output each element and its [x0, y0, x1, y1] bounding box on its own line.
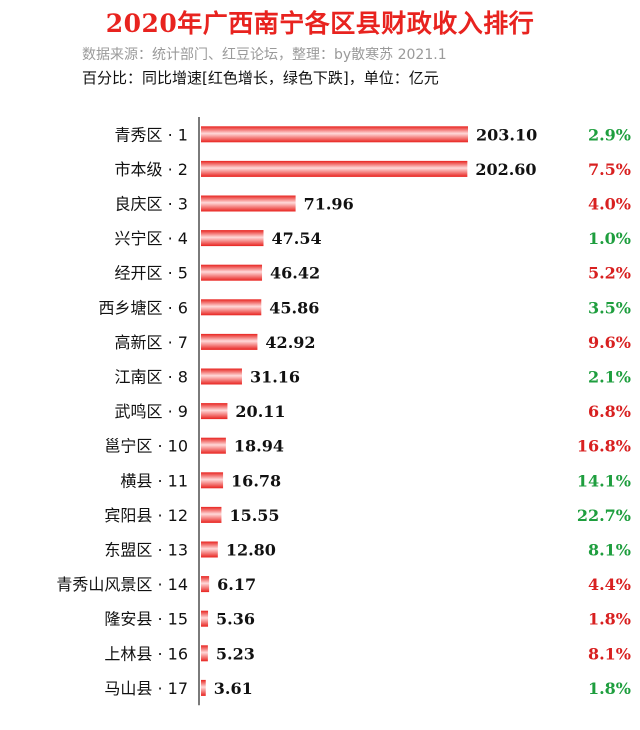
category-label: 东盟区 · 13 [104, 541, 188, 560]
bar [201, 403, 228, 420]
bar [201, 126, 468, 143]
bar [201, 437, 226, 454]
growth-label: 1.8% [588, 679, 631, 698]
bar [201, 299, 262, 316]
growth-label: 6.8% [588, 402, 631, 421]
growth-label: 16.8% [577, 437, 631, 456]
value-label: 5.36 [216, 610, 255, 629]
growth-label: 4.0% [588, 195, 631, 214]
category-label: 宾阳县 · 12 [104, 506, 188, 525]
bars-layer: 青秀区 · 1 203.10 2.9% 市本级 · 2 202.60 7.5% 良庆区 · … [56, 125, 631, 698]
category-label: 良庆区 · 3 [115, 195, 188, 214]
category-label: 青秀山风景区 · 14 [56, 575, 188, 594]
data-source-note: 数据来源：统计部门、红豆论坛，整理：by散寒苏 2021.1 [82, 47, 447, 63]
value-label: 6.17 [217, 575, 256, 594]
value-label: 47.54 [271, 229, 321, 248]
growth-label: 1.8% [588, 610, 631, 629]
growth-label: 14.1% [577, 471, 631, 490]
growth-label: 4.4% [588, 575, 631, 594]
category-label: 马山县 · 17 [104, 679, 188, 698]
growth-label: 9.6% [588, 333, 631, 352]
category-label: 高新区 · 7 [115, 333, 188, 352]
category-label: 横县 · 11 [120, 471, 188, 490]
bar [201, 264, 263, 281]
value-label: 16.78 [231, 471, 281, 490]
category-label: 市本级 · 2 [115, 160, 188, 179]
bar [201, 160, 468, 177]
category-label: 武鸣区 · 9 [115, 402, 188, 421]
value-label: 15.55 [229, 506, 279, 525]
bar [201, 610, 209, 627]
growth-label: 3.5% [588, 298, 631, 317]
value-label: 203.10 [476, 125, 537, 144]
bar [201, 195, 296, 212]
growth-label: 5.2% [588, 264, 631, 283]
category-label: 青秀区 · 1 [115, 125, 188, 144]
growth-label: 7.5% [588, 160, 631, 179]
value-label: 18.94 [234, 437, 284, 456]
growth-label: 8.1% [588, 644, 631, 663]
growth-label: 2.1% [588, 368, 631, 387]
category-label: 隆安县 · 15 [104, 610, 188, 629]
growth-label: 8.1% [588, 541, 631, 560]
value-label: 3.61 [214, 679, 253, 698]
growth-label: 22.7% [577, 506, 631, 525]
bar [201, 333, 258, 350]
bar [201, 230, 264, 247]
value-label: 45.86 [269, 298, 319, 317]
growth-label: 1.0% [588, 229, 631, 248]
value-label: 202.60 [475, 160, 536, 179]
category-label: 江南区 · 8 [115, 368, 188, 387]
category-label: 邕宁区 · 10 [104, 437, 188, 456]
category-label: 西乡塘区 · 6 [99, 298, 188, 317]
unit-note: 百分比：同比增速[红色增长，绿色下跌]，单位：亿元 [82, 69, 439, 87]
value-label: 5.23 [216, 644, 255, 663]
bar [201, 368, 242, 385]
bar [201, 645, 208, 662]
category-label: 兴宁区 · 4 [115, 229, 188, 248]
value-label: 31.16 [250, 368, 300, 387]
value-label: 42.92 [265, 333, 315, 352]
bar [201, 679, 206, 696]
category-label: 上林县 · 16 [104, 644, 188, 663]
growth-label: 2.9% [588, 125, 631, 144]
bar [201, 541, 218, 558]
value-label: 20.11 [235, 402, 285, 421]
bar [201, 576, 210, 593]
bar [201, 472, 224, 489]
value-label: 71.96 [304, 195, 354, 214]
value-label: 46.42 [270, 264, 320, 283]
value-label: 12.80 [226, 541, 276, 560]
bar [201, 506, 222, 523]
chart-title: 2020年广西南宁各区县财政收入排行 [105, 9, 535, 38]
category-label: 经开区 · 5 [115, 264, 188, 283]
